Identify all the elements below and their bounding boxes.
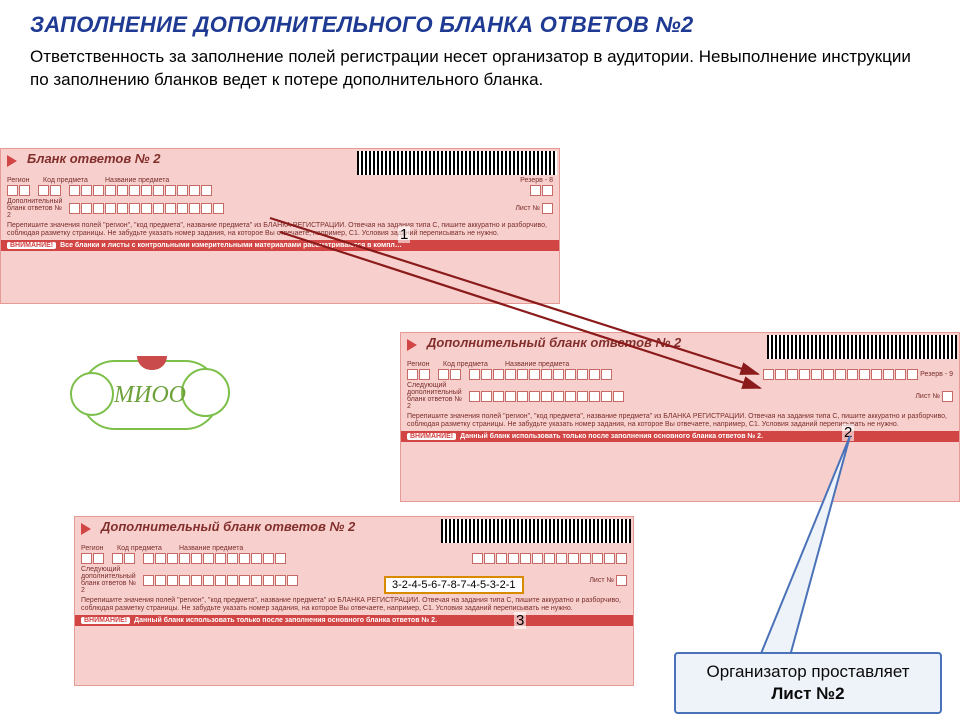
logo-text: МИОО (114, 382, 186, 409)
label-name: Название предмета (105, 177, 518, 184)
form2-instructions: Перепишите значения полей "регион", "код… (401, 411, 959, 431)
form2-sheet-box (942, 391, 953, 402)
form1-title: Бланк ответов № 2 (23, 149, 355, 168)
page-subtitle: Ответственность за заполнение полей реги… (0, 42, 960, 100)
label-code: Код предмета (443, 361, 503, 368)
form-3: Дополнительный бланк ответов № 2 Регион … (74, 516, 634, 686)
form3-warning: ВНИМАНИЕ!Данный бланк использовать тольк… (75, 615, 633, 626)
label-name: Название предмета (505, 361, 953, 368)
form3-row1 (75, 552, 633, 565)
arrow-icon (407, 339, 417, 351)
form2-row1: Резерв - 9 (401, 368, 959, 381)
overlay-num-1: 1 (398, 226, 410, 243)
form2-title: Дополнительный бланк ответов № 2 (423, 333, 765, 352)
label-region: Регион (407, 361, 441, 368)
callout-line1: Организатор проставляет (682, 662, 934, 682)
callout-line2: Лист №2 (682, 684, 934, 704)
page-title: ЗАПОЛНЕНИЕ ДОПОЛНИТЕЛЬНОГО БЛАНКА ОТВЕТО… (0, 0, 960, 42)
barcode-icon (441, 519, 631, 543)
label-region: Регион (7, 177, 41, 184)
barcode-icon (767, 335, 957, 359)
form1-row1 (1, 184, 559, 197)
form3-title: Дополнительный бланк ответов № 2 (97, 517, 439, 536)
form-2: Дополнительный бланк ответов № 2 Регион … (400, 332, 960, 502)
form2-warning: ВНИМАНИЕ!Данный бланк использовать тольк… (401, 431, 959, 442)
code-overlay: 3-2-4-5-6-7-8-7-4-5-3-2-1 (384, 576, 524, 594)
form1-instructions: Перепишите значения полей "регион", "код… (1, 220, 559, 240)
overlay-num-2: 2 (842, 424, 854, 441)
label-code: Код предмета (117, 545, 177, 552)
label-code: Код предмета (43, 177, 103, 184)
label-name: Название предмета (179, 545, 627, 552)
form1-warning: ВНИМАНИЕ!Все бланки и листы с контрольны… (1, 240, 559, 251)
organizer-callout: Организатор проставляет Лист №2 (674, 652, 942, 714)
form3-row2: Следующий дополнительный бланк ответов №… (75, 565, 633, 595)
overlay-num-3: 3 (514, 612, 526, 629)
form2-row2: Следующий дополнительный бланк ответов №… (401, 381, 959, 411)
form1-sheet-box (542, 203, 553, 214)
barcode-icon (357, 151, 557, 175)
mioo-logo: МИОО (80, 360, 240, 430)
label-region: Регион (81, 545, 115, 552)
label-reserve: Резерв - 8 (520, 177, 553, 184)
arrow-icon (7, 155, 17, 167)
arrow-icon (81, 523, 91, 535)
form1-row2: Дополнительный бланк ответов № 2 Лист № (1, 197, 559, 220)
form3-instructions: Перепишите значения полей "регион", "код… (75, 595, 633, 615)
form3-sheet-box (616, 575, 627, 586)
form-1: Бланк ответов № 2 Регион Код предмета На… (0, 148, 560, 304)
